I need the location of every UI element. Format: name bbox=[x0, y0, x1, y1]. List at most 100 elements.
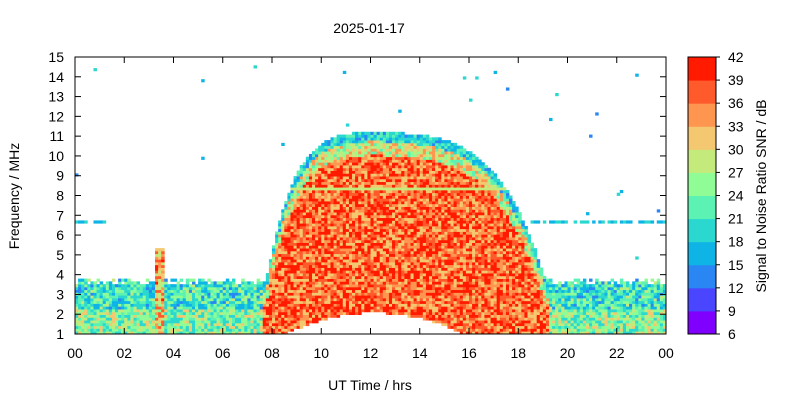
heatmap-cell bbox=[195, 320, 199, 324]
heatmap-cell bbox=[419, 253, 424, 257]
heatmap-cell bbox=[315, 165, 319, 169]
heatmap-cell bbox=[450, 209, 455, 213]
heatmap-cell bbox=[342, 156, 347, 160]
heatmap-cell bbox=[398, 148, 402, 152]
heatmap-cell bbox=[376, 275, 381, 279]
heatmap-cell bbox=[330, 292, 334, 296]
heatmap-cell bbox=[453, 309, 458, 313]
heatmap-cell bbox=[395, 167, 399, 171]
heatmap-cell bbox=[333, 137, 338, 141]
heatmap-cell bbox=[75, 220, 79, 224]
heatmap-cell bbox=[425, 212, 430, 216]
heatmap-cell bbox=[355, 131, 359, 135]
heatmap-cell bbox=[428, 153, 433, 158]
heatmap-cell bbox=[158, 331, 162, 335]
heatmap-cell bbox=[413, 264, 418, 268]
heatmap-cell bbox=[441, 203, 445, 207]
heatmap-cell bbox=[364, 214, 368, 219]
heatmap-cell bbox=[115, 325, 119, 329]
heatmap-cell bbox=[296, 253, 301, 257]
heatmap-cell bbox=[247, 289, 251, 293]
heatmap-cell bbox=[342, 281, 347, 285]
heatmap-cell bbox=[210, 322, 214, 327]
heatmap-cell bbox=[158, 320, 162, 324]
heatmap-cell bbox=[358, 309, 362, 313]
heatmap-cell bbox=[361, 176, 365, 180]
heatmap-cell bbox=[281, 270, 285, 274]
heatmap-cell bbox=[250, 289, 254, 293]
heatmap-cell bbox=[108, 292, 113, 296]
heatmap-cell bbox=[253, 311, 258, 316]
heatmap-cell bbox=[342, 284, 347, 288]
heatmap-cell bbox=[388, 159, 393, 163]
heatmap-cell bbox=[404, 203, 408, 207]
heatmap-cell bbox=[358, 176, 362, 180]
heatmap-cell bbox=[155, 270, 159, 274]
heatmap-cell bbox=[355, 214, 359, 219]
heatmap-cell bbox=[161, 281, 165, 285]
heatmap-cell bbox=[373, 209, 378, 213]
heatmap-cell bbox=[204, 295, 208, 299]
heatmap-cell bbox=[432, 176, 436, 180]
heatmap-cell bbox=[392, 306, 396, 310]
heatmap-cell bbox=[367, 187, 371, 191]
heatmap-cell bbox=[438, 192, 442, 196]
heatmap-cell bbox=[293, 234, 298, 238]
heatmap-cell bbox=[244, 306, 248, 310]
heatmap-cell bbox=[265, 303, 270, 307]
heatmap-cell bbox=[441, 314, 445, 318]
heatmap-cell bbox=[272, 325, 276, 329]
heatmap-cell bbox=[312, 151, 316, 155]
heatmap-cell bbox=[318, 201, 322, 205]
heatmap-cell bbox=[287, 289, 291, 293]
heatmap-cell bbox=[308, 256, 313, 260]
heatmap-cell bbox=[376, 278, 381, 282]
heatmap-cell bbox=[247, 320, 251, 324]
heatmap-cell bbox=[84, 303, 88, 307]
heatmap-cell bbox=[398, 165, 402, 169]
heatmap-cell bbox=[164, 292, 168, 296]
heatmap-cell bbox=[425, 295, 430, 299]
heatmap-cell bbox=[327, 159, 331, 163]
heatmap-cell bbox=[241, 309, 245, 313]
heatmap-cell bbox=[333, 151, 338, 155]
heatmap-cell bbox=[241, 295, 245, 299]
heatmap-cell bbox=[447, 187, 451, 191]
heatmap-cell bbox=[395, 270, 399, 274]
heatmap-cell bbox=[222, 295, 227, 299]
heatmap-cell bbox=[161, 253, 165, 257]
heatmap-cell bbox=[348, 134, 353, 138]
heatmap-cell bbox=[342, 201, 347, 205]
heatmap-cell bbox=[407, 134, 411, 138]
heatmap-cell bbox=[438, 176, 442, 180]
heatmap-cell bbox=[321, 242, 325, 246]
heatmap-cell bbox=[121, 297, 125, 302]
heatmap-cell bbox=[191, 314, 196, 318]
heatmap-cell bbox=[296, 311, 301, 316]
heatmap-cell bbox=[364, 225, 368, 230]
heatmap-cell bbox=[293, 275, 298, 279]
heatmap-cell bbox=[145, 322, 150, 327]
heatmap-cell bbox=[302, 278, 307, 282]
heatmap-cell bbox=[136, 284, 141, 288]
heatmap-cell bbox=[312, 256, 316, 260]
heatmap-cell bbox=[228, 286, 233, 291]
heatmap-cell bbox=[333, 192, 338, 196]
heatmap-cell bbox=[299, 173, 304, 177]
heatmap-cell bbox=[318, 159, 322, 163]
heatmap-cell bbox=[262, 331, 267, 335]
heatmap-cell bbox=[398, 198, 402, 202]
heatmap-cell bbox=[413, 292, 418, 296]
heatmap-cell bbox=[364, 189, 368, 194]
heatmap-cell bbox=[345, 284, 350, 288]
heatmap-cell bbox=[81, 297, 85, 302]
heatmap-cell bbox=[315, 167, 319, 171]
heatmap-cell bbox=[447, 148, 451, 152]
heatmap-cell bbox=[404, 261, 408, 266]
heatmap-cell bbox=[284, 273, 288, 277]
heatmap-cell bbox=[416, 306, 421, 310]
heatmap-cell bbox=[145, 306, 150, 310]
heatmap-cell bbox=[425, 292, 430, 296]
heatmap-cell bbox=[416, 239, 421, 243]
heatmap-cell bbox=[342, 237, 347, 241]
